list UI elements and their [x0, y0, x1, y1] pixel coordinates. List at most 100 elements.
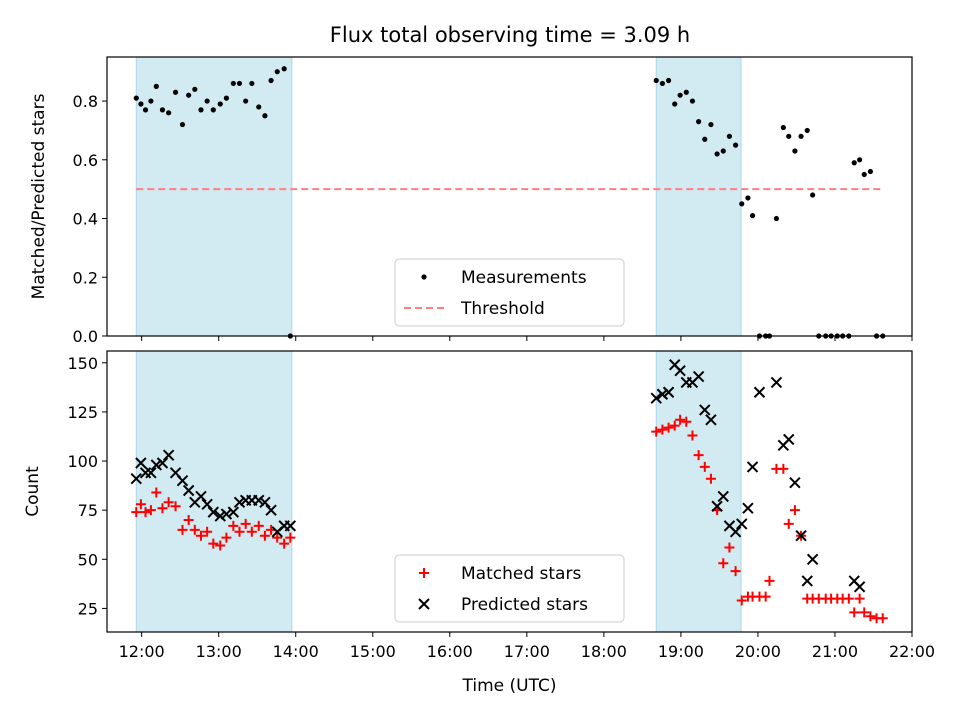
matched-star-point — [843, 593, 854, 604]
predicted-star-point — [711, 500, 723, 512]
measurement-point — [702, 136, 708, 142]
measurement-point — [672, 101, 678, 107]
y-tick-label: 0.2 — [73, 268, 98, 287]
matched-star-point — [669, 420, 680, 431]
measurement-point — [142, 107, 149, 113]
x-tick-label: 22:00 — [889, 642, 935, 661]
matched-star-point — [778, 463, 789, 474]
matched-star-point — [234, 526, 245, 537]
measurement-point — [810, 192, 816, 198]
measurement-point — [867, 168, 874, 175]
measurement-point — [677, 92, 683, 98]
legend-measurement-marker — [421, 274, 427, 280]
measurement-point — [726, 133, 733, 139]
matched-star-point — [783, 518, 794, 529]
matched-star-point — [145, 505, 156, 516]
matched-star-point — [151, 487, 162, 498]
matched-star-point — [170, 501, 181, 512]
y-axis-label: Matched/Predicted stars — [29, 93, 49, 299]
matched-star-point — [877, 613, 888, 624]
x-tick-label: 15:00 — [350, 642, 396, 661]
x-tick-label: 13:00 — [196, 642, 242, 661]
x-axis-label: Time (UTC) — [462, 676, 557, 696]
measurement-point — [138, 101, 144, 107]
matched-star-point — [272, 532, 283, 543]
y-tick-label: 150 — [67, 354, 98, 373]
y-tick-label: 0.6 — [73, 151, 98, 170]
matched-star-point — [246, 526, 257, 537]
predicted-star-point — [145, 467, 157, 479]
measurement-point — [268, 77, 274, 84]
predicted-star-point — [259, 496, 271, 509]
measurement-point — [786, 133, 792, 139]
matched-star-point — [228, 520, 239, 531]
measurement-point — [148, 98, 154, 104]
matched-star-point — [240, 518, 251, 529]
matched-star-point — [724, 542, 735, 553]
matched-star-point — [163, 497, 174, 508]
legend-label: Predicted stars — [461, 595, 588, 615]
measurement-point — [773, 215, 780, 222]
measurement-point — [133, 95, 139, 101]
measurement-point — [745, 195, 751, 201]
shaded-interval — [135, 350, 293, 633]
y-tick-label: 0.8 — [73, 92, 98, 111]
matched-star-point — [157, 503, 168, 514]
measurement-point — [179, 121, 186, 128]
measurement-point — [274, 69, 280, 75]
top-panel-legend: Measurements Threshold — [394, 258, 625, 327]
predicted-star-point — [265, 504, 277, 516]
bottom-panel-axes: 25 50 75 100 125 150 12:00 13:00 14:00 15:00 16:00… — [23, 350, 935, 696]
predicted-star-point — [736, 518, 748, 530]
predicted-star-point — [150, 459, 163, 471]
predicted-star-point — [674, 364, 686, 377]
top-panel-shaded-intervals — [135, 56, 742, 337]
predicted-star-point — [214, 510, 226, 522]
matched-star-point — [657, 424, 668, 435]
measurement-point — [732, 142, 739, 148]
measurement-point — [739, 201, 745, 207]
matched-star-point — [131, 507, 142, 518]
matched-star-point — [859, 607, 870, 618]
measurement-point — [210, 107, 216, 113]
matched-star-point — [279, 538, 290, 549]
measurement-point — [186, 92, 192, 98]
measurement-point — [243, 98, 249, 104]
y-tick-label: 0.4 — [73, 210, 98, 229]
measurement-point — [198, 107, 204, 113]
legend-label: Threshold — [460, 299, 545, 319]
matched-star-point — [195, 530, 206, 541]
y-tick-label: 125 — [67, 403, 98, 422]
shaded-interval — [655, 56, 742, 337]
bottom-panel-markers — [130, 359, 888, 624]
bottom-panel-legend: Matched stars Predicted stars — [394, 554, 625, 623]
matched-star-point — [687, 430, 698, 441]
predicted-star-point — [801, 575, 813, 587]
matched-star-point — [854, 593, 865, 604]
legend-box — [394, 554, 625, 623]
matched-star-point — [789, 505, 800, 516]
measurement-point — [166, 110, 172, 116]
shaded-interval — [135, 56, 293, 337]
predicted-star-point — [717, 490, 729, 503]
legend-predicted-marker — [418, 598, 430, 610]
top-panel-markers — [133, 66, 886, 339]
measurement-point — [851, 160, 857, 166]
predicted-star-point — [795, 530, 807, 542]
predicted-star-point — [650, 392, 662, 404]
measurement-point — [749, 212, 756, 219]
matched-star-point — [693, 450, 704, 461]
x-tick-label: 21:00 — [812, 642, 858, 661]
y-tick-label: 25 — [78, 599, 98, 618]
y-tick-label: 50 — [78, 550, 98, 569]
matched-star-point — [865, 611, 876, 622]
measurement-point — [720, 148, 726, 154]
predicted-star-point — [692, 370, 705, 383]
matched-star-point — [215, 540, 226, 551]
measurement-point — [659, 80, 666, 87]
matched-star-point — [718, 558, 729, 569]
x-tick-label: 20:00 — [735, 642, 781, 661]
matched-star-point — [675, 414, 686, 425]
y-axis-label: Count — [23, 466, 43, 517]
